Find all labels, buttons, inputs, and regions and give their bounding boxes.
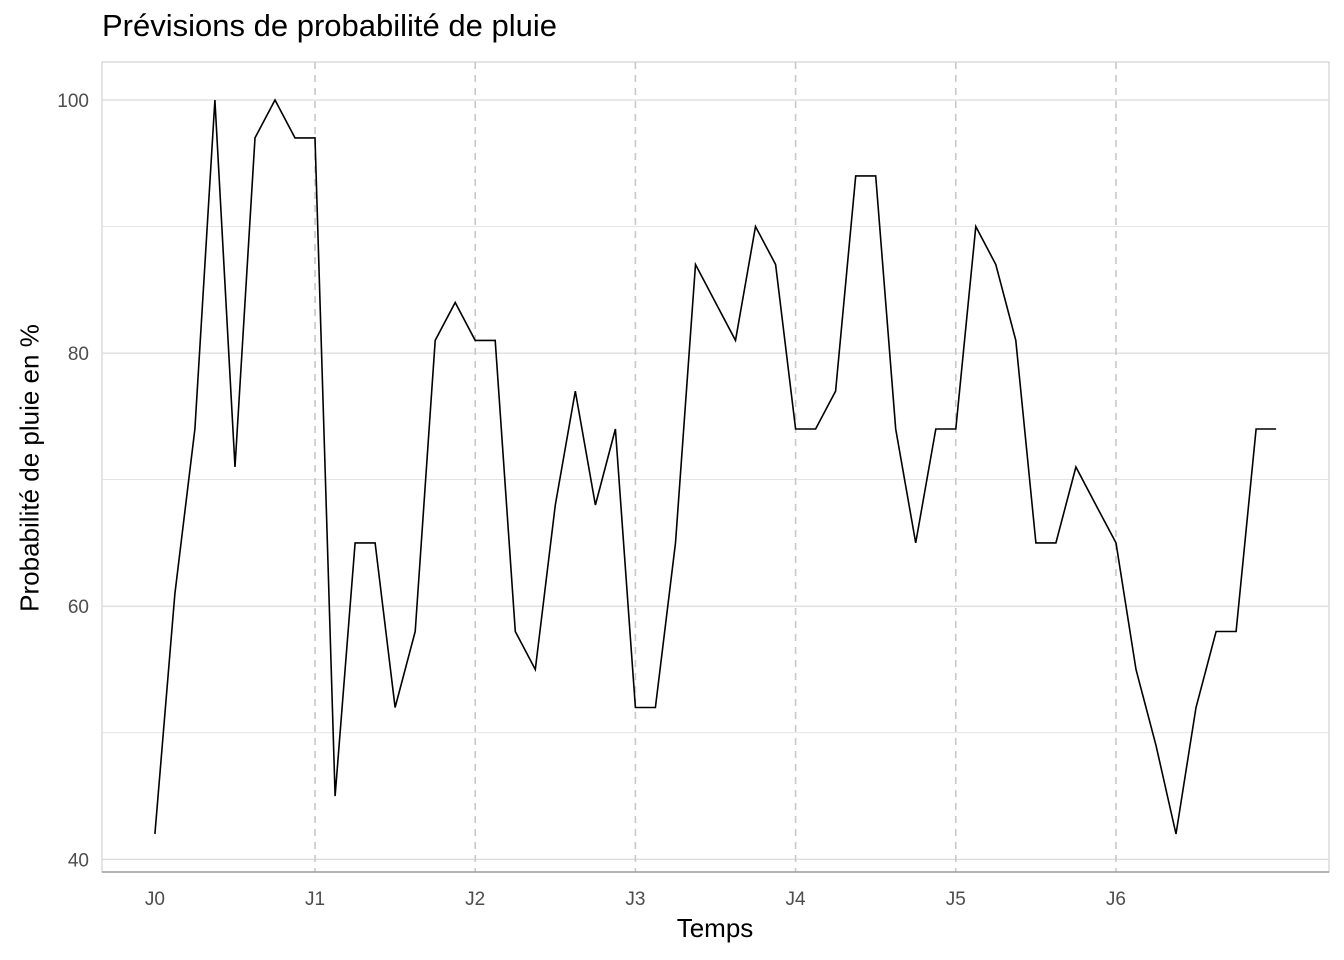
y-tick-label: 100 xyxy=(57,91,89,112)
x-tick-label: J4 xyxy=(786,889,807,910)
x-tick-label: J3 xyxy=(625,889,645,910)
y-tick-label: 40 xyxy=(68,850,89,871)
y-tick-label: 80 xyxy=(68,344,89,365)
x-tick-label: J1 xyxy=(305,889,325,910)
day-separators xyxy=(314,62,1117,872)
x-tick-label: J0 xyxy=(145,889,165,910)
x-tick-label: J5 xyxy=(946,889,966,910)
x-tick-label: J2 xyxy=(465,889,485,910)
gridlines xyxy=(102,99,1329,860)
x-axis-title: Temps xyxy=(676,913,754,943)
series-line-0 xyxy=(154,98,1277,835)
series-layer xyxy=(154,98,1277,835)
y-tick-labels: 40 60 80 100 xyxy=(57,91,89,871)
x-tick-labels: J0 J1 J2 J3 J4 J5 J6 xyxy=(145,889,1126,910)
y-tick-label: 60 xyxy=(68,597,89,618)
plot-panel xyxy=(101,61,1330,873)
x-tick-label: J6 xyxy=(1106,889,1126,910)
chart-title: Prévisions de probabilité de pluie xyxy=(102,8,557,43)
